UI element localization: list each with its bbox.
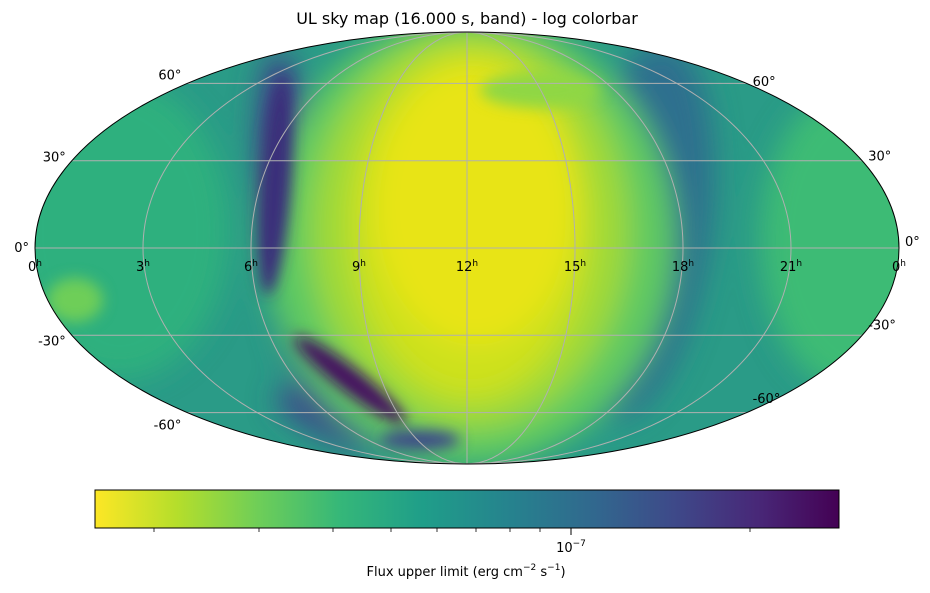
sky-heatmap <box>35 32 899 464</box>
ra-tick-label: 0h <box>28 259 42 275</box>
map-boundary <box>34 31 900 465</box>
grid-meridian <box>250 31 468 465</box>
dec-tick-label-left: -60° <box>154 419 182 434</box>
ra-tick-label: 0h <box>892 259 906 275</box>
ra-tick-label: 15h <box>564 259 586 275</box>
dec-tick-label-right: 30° <box>868 150 891 165</box>
dec-tick-label-right: 0° <box>905 235 920 250</box>
ra-tick-label: 21h <box>780 259 802 275</box>
ra-tick-labels: 0h 21h 18h 15h 12h 9h 6h 3h 0h <box>28 259 906 275</box>
colorbar <box>94 489 840 529</box>
dec-tick-labels: 60° 30° 0° -30° -60° 60° 30° 0° -30° -60° <box>14 68 920 433</box>
colorbar-minor-ticks <box>153 528 751 532</box>
colorbar-tick-label: 10−7 <box>556 539 586 556</box>
graticule-grid <box>35 31 899 465</box>
grid-meridian <box>466 31 792 465</box>
ra-tick-label: 18h <box>672 259 694 275</box>
grid-meridian <box>466 31 576 465</box>
ra-tick-label: 9h <box>352 259 366 275</box>
dec-tick-label-left: 30° <box>43 151 66 166</box>
chart-title: UL sky map (16.000 s, band) - log colorb… <box>296 9 638 28</box>
dec-tick-label-right: -30° <box>868 319 896 334</box>
dec-tick-label-left: 0° <box>14 241 29 256</box>
dec-tick-label-right: 60° <box>753 75 776 90</box>
ra-tick-label: 3h <box>136 259 150 275</box>
grid-meridian <box>358 31 468 465</box>
colorbar-label: Flux upper limit (erg cm−2 s−1) <box>366 563 565 580</box>
grid-meridian <box>466 31 684 465</box>
dec-tick-label-left: 60° <box>158 68 181 83</box>
ra-tick-label: 6h <box>244 259 258 275</box>
dec-tick-label-right: -60° <box>753 392 781 407</box>
ra-tick-label: 12h <box>456 259 478 275</box>
grid-meridian <box>142 31 468 465</box>
dec-tick-label-left: -30° <box>38 334 66 349</box>
